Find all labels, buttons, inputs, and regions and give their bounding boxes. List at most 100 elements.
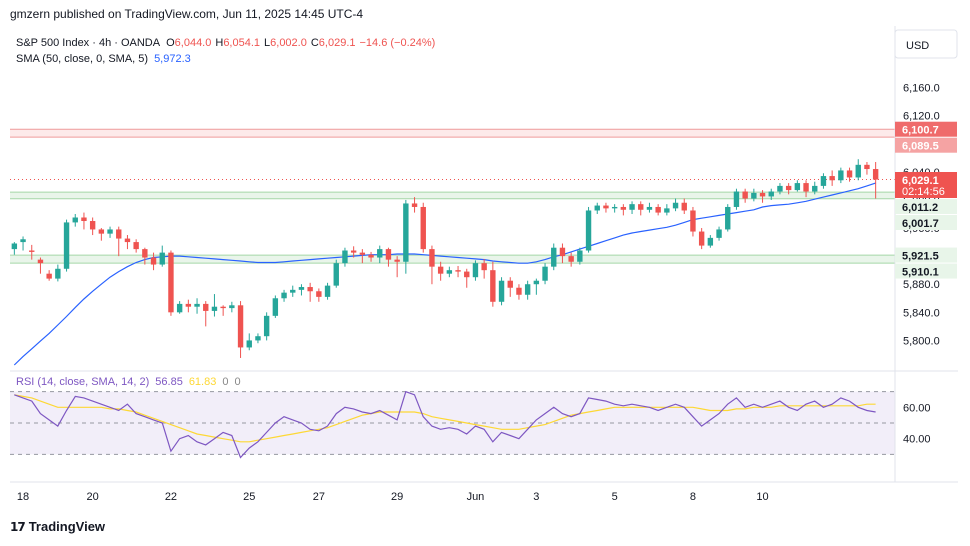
candle-body[interactable] — [220, 306, 226, 309]
candle-body[interactable] — [150, 257, 157, 265]
candle-body[interactable] — [855, 164, 861, 178]
candle-body[interactable] — [533, 280, 540, 285]
candle-body[interactable] — [725, 206, 731, 230]
candle-body[interactable] — [168, 252, 174, 313]
candle-body[interactable] — [246, 340, 252, 348]
candle-body[interactable] — [655, 206, 661, 213]
candle-body[interactable] — [690, 210, 696, 232]
candle-body[interactable] — [516, 287, 522, 295]
candle-body[interactable] — [368, 254, 374, 258]
candle-body[interactable] — [698, 231, 705, 246]
candle-body[interactable] — [846, 170, 853, 178]
candle-body[interactable] — [794, 183, 801, 191]
candle-body[interactable] — [672, 202, 679, 209]
candle-body[interactable] — [437, 266, 444, 274]
candle-body[interactable] — [524, 284, 531, 295]
candle-body[interactable] — [385, 249, 392, 260]
candle-body[interactable] — [237, 305, 244, 348]
candle-body[interactable] — [803, 183, 809, 192]
candle-body[interactable] — [211, 306, 218, 311]
candle-body[interactable] — [333, 263, 339, 286]
candle-body[interactable] — [820, 176, 827, 186]
candle-body[interactable] — [377, 249, 383, 258]
candle-body[interactable] — [490, 270, 496, 302]
candle-body[interactable] — [429, 249, 435, 267]
candle-body[interactable] — [394, 259, 400, 262]
candle-body[interactable] — [116, 229, 122, 239]
candle-body[interactable] — [751, 192, 757, 199]
candle-body[interactable] — [159, 252, 165, 265]
candle-body[interactable] — [542, 266, 548, 281]
candle-body[interactable] — [646, 206, 653, 210]
candle-body[interactable] — [290, 289, 296, 293]
candle-body[interactable] — [568, 256, 574, 262]
candle-body[interactable] — [829, 176, 835, 181]
candle-body[interactable] — [46, 273, 52, 279]
candle-body[interactable] — [594, 205, 600, 211]
candle-body[interactable] — [464, 271, 470, 278]
candle-body[interactable] — [864, 164, 870, 170]
candle-body[interactable] — [89, 221, 96, 230]
candle-body[interactable] — [11, 243, 18, 250]
candle-body[interactable] — [29, 250, 35, 252]
candle-body[interactable] — [777, 185, 783, 192]
candle-body[interactable] — [716, 229, 722, 238]
candle-body[interactable] — [872, 169, 879, 180]
candle-body[interactable] — [733, 191, 740, 207]
candle-body[interactable] — [350, 250, 357, 253]
candle-body[interactable] — [577, 250, 583, 262]
candle-body[interactable] — [472, 263, 479, 278]
candle-body[interactable] — [255, 336, 261, 341]
currency-box[interactable] — [894, 29, 958, 59]
candle-body[interactable] — [707, 237, 714, 246]
candle-body[interactable] — [812, 185, 818, 192]
candle-body[interactable] — [446, 270, 453, 274]
candle-body[interactable] — [281, 292, 287, 299]
candle-body[interactable] — [785, 185, 792, 191]
candle-body[interactable] — [324, 285, 331, 297]
candle-body[interactable] — [838, 170, 844, 181]
candle-body[interactable] — [107, 229, 113, 234]
candle-body[interactable] — [585, 210, 592, 251]
candle-body[interactable] — [664, 208, 670, 213]
candle-body[interactable] — [603, 205, 609, 209]
candle-body[interactable] — [498, 280, 505, 302]
candle-body[interactable] — [37, 259, 44, 264]
candle-body[interactable] — [72, 217, 78, 223]
candle-body[interactable] — [768, 191, 774, 197]
candle-body[interactable] — [507, 280, 513, 288]
tradingview-logo[interactable]: 17 TradingView — [10, 519, 105, 534]
candle-body[interactable] — [403, 203, 409, 262]
candle-body[interactable] — [142, 249, 148, 258]
candle-body[interactable] — [124, 238, 131, 243]
candle-body[interactable] — [133, 242, 139, 250]
candle-body[interactable] — [55, 268, 61, 279]
candle-body[interactable] — [81, 217, 87, 222]
candle-body[interactable] — [681, 202, 687, 211]
candle-body[interactable] — [559, 247, 566, 257]
candle-body[interactable] — [359, 252, 366, 255]
candle-body[interactable] — [620, 206, 627, 210]
candle-body[interactable] — [298, 287, 305, 290]
candle-body[interactable] — [481, 263, 487, 271]
candle-body[interactable] — [455, 270, 461, 272]
candle-body[interactable] — [342, 250, 348, 264]
candle-body[interactable] — [411, 203, 418, 207]
candle-body[interactable] — [98, 229, 105, 234]
candle-body[interactable] — [176, 303, 183, 313]
candle-body[interactable] — [229, 305, 235, 309]
candle-body[interactable] — [20, 239, 26, 243]
candle-body[interactable] — [194, 303, 200, 307]
candle-body[interactable] — [551, 247, 557, 267]
candle-body[interactable] — [203, 303, 209, 311]
candle-body[interactable] — [742, 191, 748, 199]
candle-body[interactable] — [272, 298, 279, 316]
candle-body[interactable] — [63, 222, 70, 269]
candle-body[interactable] — [759, 192, 766, 197]
candle-body[interactable] — [307, 287, 313, 292]
candle-body[interactable] — [611, 206, 618, 209]
candle-body[interactable] — [638, 204, 644, 210]
candle-body[interactable] — [185, 303, 192, 307]
candle-body[interactable] — [263, 315, 270, 337]
